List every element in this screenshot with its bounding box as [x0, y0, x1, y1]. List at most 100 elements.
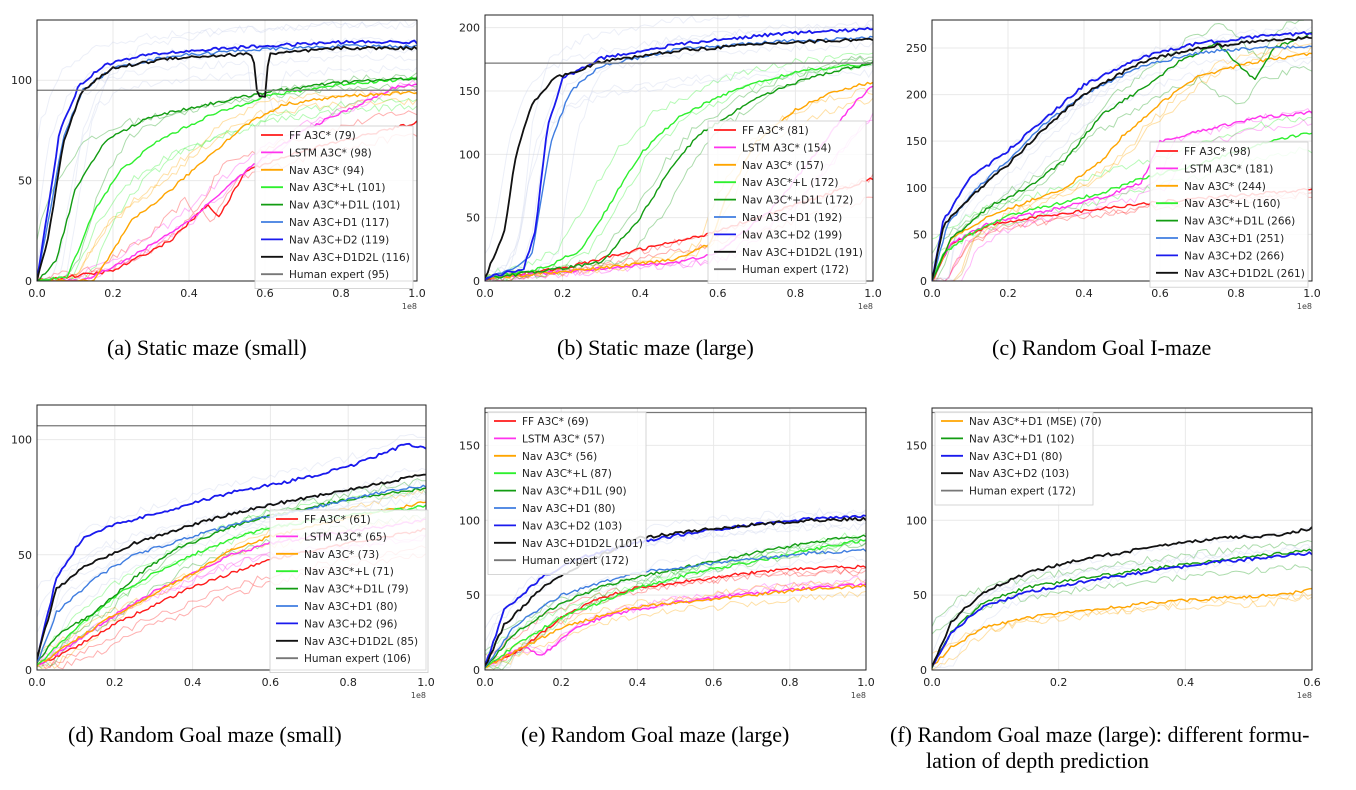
- seed-run-line: [485, 52, 873, 279]
- legend-entry: Nav A3C*+L (160): [1184, 198, 1281, 210]
- x-tick-label: 0.0: [923, 676, 941, 689]
- seed-run-line: [932, 539, 1312, 627]
- x-tick-label: 0.0: [28, 287, 46, 300]
- caption-f-line1: (f) Random Goal maze (large): different …: [890, 722, 1310, 747]
- x-tick-label: 0.4: [629, 676, 647, 689]
- legend-entry: Nav A3C*+D1L (266): [1184, 216, 1295, 228]
- series-line-navD1L: [932, 31, 1312, 281]
- caption-d: (d) Random Goal maze (small): [68, 722, 342, 747]
- x-tick-label: 0.6: [262, 676, 280, 689]
- plot-lines: [37, 20, 417, 281]
- y-tick-label: 50: [466, 589, 480, 602]
- legend-entry: Nav A3C* (56): [522, 451, 597, 463]
- series-line-navD2: [37, 39, 417, 281]
- x-tick-label: 0.6: [705, 676, 723, 689]
- y-tick-label: 50: [913, 589, 927, 602]
- seed-run-line: [37, 20, 417, 281]
- chart-b: 0.0 0.2 0.4 0.6 0.8 1.0 0 50 100 150 200 1e8 FF A3C*…: [459, 14, 882, 311]
- x-multiplier-label: 1e8: [411, 691, 426, 700]
- series-line-navD1D2L: [37, 45, 417, 281]
- seed-run-line: [37, 83, 417, 281]
- plot-lines: [932, 411, 1312, 670]
- legend-entry: Nav A3C+D2 (103): [969, 468, 1069, 480]
- seed-run-line: [485, 581, 866, 667]
- y-tick-label: 150: [906, 439, 927, 452]
- seed-run-line: [932, 546, 1312, 654]
- series-line-nav: [485, 81, 873, 281]
- seed-run-line: [485, 537, 866, 670]
- caption-c: (c) Random Goal I-maze: [992, 335, 1212, 360]
- seed-run-line: [485, 41, 873, 273]
- series-line-navD1D2L: [485, 516, 866, 667]
- series-line-navD1L: [485, 61, 873, 280]
- x-tick-label: 0.4: [1075, 287, 1093, 300]
- x-tick-label: 0.4: [184, 676, 202, 689]
- seed-run-line: [485, 63, 873, 281]
- seed-run-line: [37, 21, 417, 143]
- series-line-navD1D2L: [932, 35, 1312, 280]
- legend-entry: Nav A3C*+D1 (102): [969, 433, 1074, 445]
- seed-run-line: [932, 543, 1312, 625]
- x-tick-label: 0.8: [1227, 287, 1245, 300]
- y-tick-label: 0: [25, 275, 32, 288]
- seed-run-line: [37, 97, 417, 281]
- x-tick-label: 1.0: [864, 287, 882, 300]
- seed-run-line: [932, 115, 1312, 240]
- chart-d: 0.0 0.2 0.4 0.6 0.8 1.0 0 50 100 1e8 FF A3C* (61) L…: [11, 404, 435, 700]
- x-tick-label: 0.4: [180, 287, 198, 300]
- series-line-navL: [37, 76, 417, 281]
- legend-entry: LSTM A3C* (181): [1184, 163, 1273, 175]
- legend-entry: FF A3C* (61): [304, 514, 371, 526]
- y-tick-label: 0: [473, 275, 480, 288]
- x-tick-label: 1.0: [857, 676, 875, 689]
- y-tick-label: 0: [473, 664, 480, 677]
- series-line-nav: [932, 52, 1312, 281]
- x-tick-label: 1.0: [408, 287, 426, 300]
- x-tick-label: 0.0: [476, 676, 494, 689]
- x-tick-label: 0.8: [787, 287, 805, 300]
- y-tick-label: 150: [459, 439, 480, 452]
- legend-entry: LSTM A3C* (154): [742, 142, 831, 154]
- legend-entry: FF A3C* (69): [522, 416, 589, 428]
- legend: FF A3C* (79) LSTM A3C* (98) Nav A3C* (94) N…: [254, 125, 414, 290]
- legend-box: [934, 411, 1094, 506]
- seed-run-line: [485, 509, 866, 670]
- y-tick-label: 50: [18, 175, 32, 188]
- legend-entry: Nav A3C+D2 (119): [289, 234, 389, 246]
- x-multiplier-label: 1e8: [402, 302, 417, 311]
- x-tick-label: 0.8: [339, 676, 357, 689]
- axes-frame: [36, 19, 418, 282]
- legend-entry: Nav A3C* (73): [304, 549, 379, 561]
- axes-frame: [484, 14, 874, 282]
- seed-run-line: [37, 96, 417, 281]
- seed-run-line: [932, 45, 1312, 281]
- series-line-navD2: [485, 26, 873, 281]
- y-tick-label: 0: [920, 275, 927, 288]
- y-tick-label: 50: [18, 549, 32, 562]
- seed-run-line: [37, 485, 426, 670]
- y-tick-label: 0: [25, 664, 32, 677]
- x-tick-label: 0.2: [999, 287, 1017, 300]
- legend-entry: Nav A3C+D2 (266): [1184, 250, 1284, 262]
- x-multiplier-label: 1e8: [858, 302, 873, 311]
- legend-entry: Nav A3C+D2 (199): [742, 229, 842, 241]
- legend-entry: Nav A3C+D1D2L (261): [1184, 268, 1305, 280]
- legend-entry: Nav A3C*+L (71): [304, 566, 394, 578]
- caption-e: (e) Random Goal maze (large): [521, 722, 790, 747]
- legend-entry: Nav A3C*+D1L (101): [289, 200, 400, 212]
- seed-run-line: [37, 79, 417, 281]
- legend-entry: Nav A3C*+L (101): [289, 182, 386, 194]
- legend-entry: Nav A3C+D1 (80): [304, 601, 398, 613]
- seed-run-line: [485, 19, 873, 281]
- series-line-navD2: [932, 551, 1312, 667]
- x-tick-label: 0.2: [104, 287, 122, 300]
- y-tick-label: 150: [459, 85, 480, 98]
- x-tick-label: 0.4: [1177, 676, 1195, 689]
- y-tick-label: 200: [906, 89, 927, 102]
- y-tick-label: 100: [459, 514, 480, 527]
- seed-run-line: [932, 54, 1312, 268]
- x-multiplier-label: 1e8: [1297, 302, 1312, 311]
- seed-run-line: [932, 564, 1312, 635]
- seed-run-line: [37, 64, 417, 281]
- seed-run-line: [932, 526, 1312, 669]
